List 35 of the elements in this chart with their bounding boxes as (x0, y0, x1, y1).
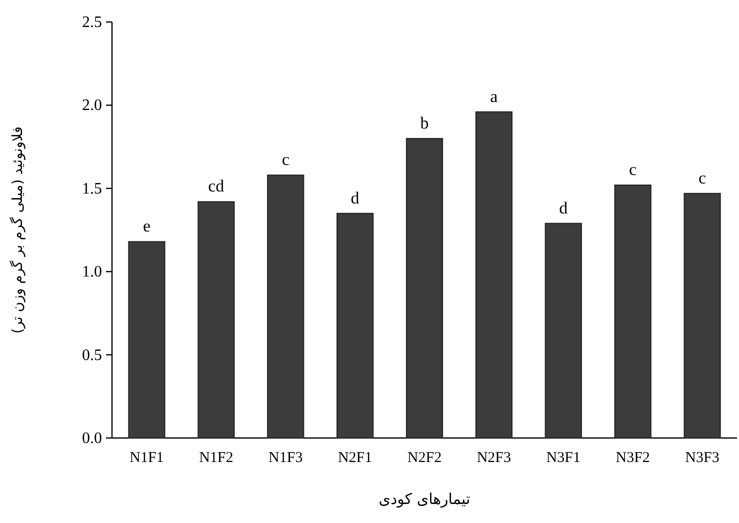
annotation: c (698, 168, 707, 188)
y-tick-label: 2.0 (82, 97, 102, 114)
x-tick-label: N3F1 (546, 450, 580, 466)
annotation: cd (208, 176, 225, 196)
x-tick-label: N3F3 (685, 450, 720, 466)
annotation: b (420, 113, 429, 132)
annotation: d (350, 188, 360, 208)
x-tick-label: N2F2 (407, 450, 442, 466)
annotation: c (629, 160, 638, 180)
x-tick-label: N1F1 (130, 450, 164, 466)
bar (544, 222, 582, 438)
y-axis-title: فلاونوئید (میلی گرم بر گرم وزن تر) (9, 126, 26, 334)
y-tick-label: 1.5 (82, 180, 102, 198)
x-tick-label: N2F1 (338, 450, 372, 466)
bar (267, 174, 304, 438)
bar (128, 241, 166, 438)
x-tick-label: N3F2 (616, 450, 650, 466)
y-tick-label: 0.0 (82, 430, 102, 447)
annotation: e (142, 216, 150, 236)
bar (336, 212, 374, 438)
annotation: a (490, 86, 498, 106)
annotation: c (282, 150, 290, 170)
y-tick-label: 0.5 (82, 346, 102, 364)
y-tick-label: 1.0 (82, 264, 102, 281)
x-tick-label: N1F3 (268, 450, 303, 466)
bar (406, 138, 444, 438)
y-tick-label: 2.5 (82, 14, 102, 31)
x-axis-title: تیمارهای کودی (378, 490, 470, 508)
bar (614, 184, 652, 438)
bar (198, 201, 235, 438)
annotation: d (559, 198, 568, 218)
x-tick-label: N2F3 (476, 450, 512, 466)
x-tick-label: N1F2 (199, 450, 234, 466)
bar (475, 111, 512, 438)
bar (684, 192, 721, 438)
